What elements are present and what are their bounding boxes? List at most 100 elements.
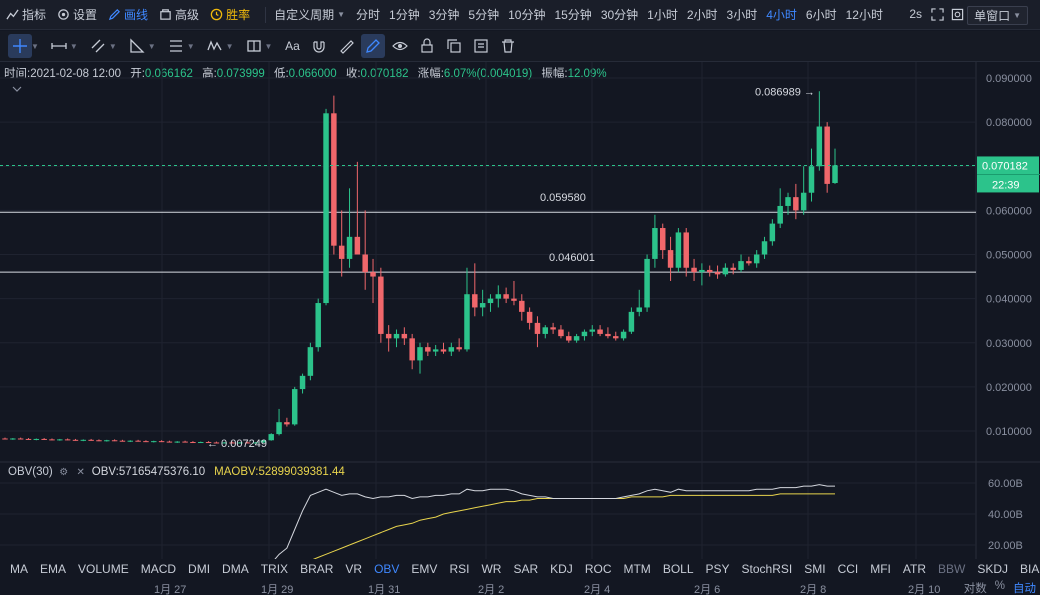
indicator-tab-skdj[interactable]: SKDJ xyxy=(977,562,1009,576)
price-chart[interactable]: 0.0900000.0800000.0700000.0600000.050000… xyxy=(0,62,1040,559)
low-marker-label: ← 0.007249 xyxy=(207,438,267,450)
ruler-tool[interactable] xyxy=(125,34,149,58)
log-scale-button[interactable]: 对数 xyxy=(963,583,987,595)
period-4[interactable]: 10分钟 xyxy=(508,8,546,22)
indicator-tab-psy[interactable]: PSY xyxy=(705,562,730,576)
maobv-value: 52899039381.44 xyxy=(258,466,345,478)
amplitude-value: 12.09% xyxy=(567,68,607,80)
fib-tool[interactable] xyxy=(164,34,188,58)
period-9[interactable]: 3小时 xyxy=(726,8,758,22)
indicator-tab-obv[interactable]: OBV xyxy=(374,562,400,576)
indicator-tab-cci[interactable]: CCI xyxy=(837,562,859,576)
settings-icon[interactable]: ⚙ xyxy=(59,466,69,478)
period-11[interactable]: 6小时 xyxy=(805,8,837,22)
indicator-tab-dma[interactable]: DMA xyxy=(222,562,249,576)
crosshair-tool[interactable] xyxy=(8,34,32,58)
caret-down-icon[interactable]: ▼ xyxy=(31,41,39,51)
candle-body xyxy=(746,261,752,264)
x-tick-label: 1月 27 xyxy=(154,584,187,595)
period-5[interactable]: 15分钟 xyxy=(554,8,592,22)
indicator-tab-roc[interactable]: ROC xyxy=(584,562,612,576)
lock-icon xyxy=(421,38,434,53)
indicator-tab-volume[interactable]: VOLUME xyxy=(78,562,129,576)
indicator-tab-vr[interactable]: VR xyxy=(345,562,363,576)
delete-tool[interactable] xyxy=(496,34,520,58)
measure-tool[interactable] xyxy=(334,34,358,58)
horizontal-line-tool[interactable] xyxy=(47,34,71,58)
indicator-tab-emv[interactable]: EMV xyxy=(411,562,438,576)
caret-down-icon[interactable]: ▼ xyxy=(147,41,156,51)
draw-mode-tool[interactable] xyxy=(361,34,386,58)
candle-body xyxy=(589,329,596,332)
candle-body xyxy=(706,269,713,273)
indicator-tab-mtm[interactable]: MTM xyxy=(623,562,651,576)
period-12[interactable]: 12小时 xyxy=(845,8,883,22)
winrate-button[interactable]: 胜率 xyxy=(210,6,250,23)
custom-period-dropdown[interactable]: 自定义周期 ▼ xyxy=(274,6,345,23)
indicator-tab-stochrsi[interactable]: StochRSI xyxy=(741,562,793,576)
low-label: 低: xyxy=(273,68,289,80)
channel-tool[interactable] xyxy=(86,34,110,58)
candle-body xyxy=(628,311,635,332)
close-icon[interactable]: ✕ xyxy=(76,466,85,478)
period-10[interactable]: 4小时 xyxy=(766,8,797,22)
period-8[interactable]: 2小时 xyxy=(686,8,718,22)
indicator-tab-macd[interactable]: MACD xyxy=(140,562,177,576)
period-7[interactable]: 1小时 xyxy=(647,8,678,22)
caret-down-icon[interactable]: ▼ xyxy=(69,41,78,51)
caret-down-icon[interactable]: ▼ xyxy=(264,41,273,51)
period-2[interactable]: 3分钟 xyxy=(428,8,460,22)
indicator-tab-boll[interactable]: BOLL xyxy=(662,562,694,576)
wave-tool[interactable] xyxy=(203,34,227,58)
settings-button[interactable]: 设置 xyxy=(57,6,97,23)
indicator-tab-mfi[interactable]: MFI xyxy=(870,562,891,576)
caret-down-icon[interactable]: ▼ xyxy=(186,41,195,51)
candle-body xyxy=(135,440,141,442)
period-3[interactable]: 5分钟 xyxy=(468,8,500,22)
fullscreen-icon[interactable] xyxy=(931,8,944,21)
indicator-tab-kdj[interactable]: KDJ xyxy=(550,562,573,576)
indicators-button[interactable]: 指标 xyxy=(6,6,46,23)
template-tool[interactable] xyxy=(469,34,493,58)
period-0[interactable]: 分时 xyxy=(356,8,381,22)
time-value: 2021-02-08 12:00 xyxy=(30,68,122,80)
indicator-tab-brar[interactable]: BRAR xyxy=(300,562,334,576)
magnet-tool[interactable] xyxy=(307,34,331,58)
copy-icon xyxy=(447,39,462,53)
crosshair-icon xyxy=(13,39,27,53)
lock-tool[interactable] xyxy=(415,34,439,58)
indicator-tab-atr[interactable]: ATR xyxy=(902,562,927,576)
period-1[interactable]: 1分钟 xyxy=(389,8,420,22)
indicator-tab-ma[interactable]: MA xyxy=(10,562,28,576)
candle-body xyxy=(824,126,830,184)
text-tool[interactable]: Aa xyxy=(280,34,304,58)
window-mode-dropdown[interactable]: 单窗口 ▼ xyxy=(967,6,1028,25)
indicator-tab-smi[interactable]: SMI xyxy=(804,562,826,576)
advanced-button[interactable]: 高级 xyxy=(159,6,199,23)
candle-body xyxy=(111,440,118,442)
screenshot-icon[interactable] xyxy=(951,8,964,21)
percent-scale-button[interactable]: % xyxy=(994,580,1005,592)
candle-body xyxy=(581,331,588,337)
range-tool[interactable] xyxy=(242,34,266,58)
indicator-tab-rsi[interactable]: RSI xyxy=(449,562,470,576)
candle-body xyxy=(354,236,361,255)
amplitude-label: 振幅: xyxy=(541,68,568,80)
period-6[interactable]: 30分钟 xyxy=(600,8,639,22)
refresh-interval[interactable]: 2s xyxy=(909,7,922,21)
indicator-tab-trix[interactable]: TRIX xyxy=(260,562,289,576)
indicator-tab-dmi[interactable]: DMI xyxy=(188,562,211,576)
caret-down-icon[interactable]: ▼ xyxy=(108,41,117,51)
indicator-tab-ema[interactable]: EMA xyxy=(40,562,67,576)
obv-label: OBV: xyxy=(91,466,119,478)
indicator-tab-wr[interactable]: WR xyxy=(481,562,502,576)
show-hide-tool[interactable] xyxy=(388,34,412,58)
indicator-tab-bbw[interactable]: BBW xyxy=(938,562,966,576)
candle-body xyxy=(409,338,415,361)
indicator-tab-bias[interactable]: BIAS xyxy=(1020,562,1040,576)
auto-scale-button[interactable]: 自动 xyxy=(1013,583,1036,595)
indicator-tab-sar[interactable]: SAR xyxy=(513,562,539,576)
caret-down-icon[interactable]: ▼ xyxy=(225,41,234,51)
copy-tool[interactable] xyxy=(442,34,466,58)
draw-button[interactable]: 画线 xyxy=(108,6,148,23)
